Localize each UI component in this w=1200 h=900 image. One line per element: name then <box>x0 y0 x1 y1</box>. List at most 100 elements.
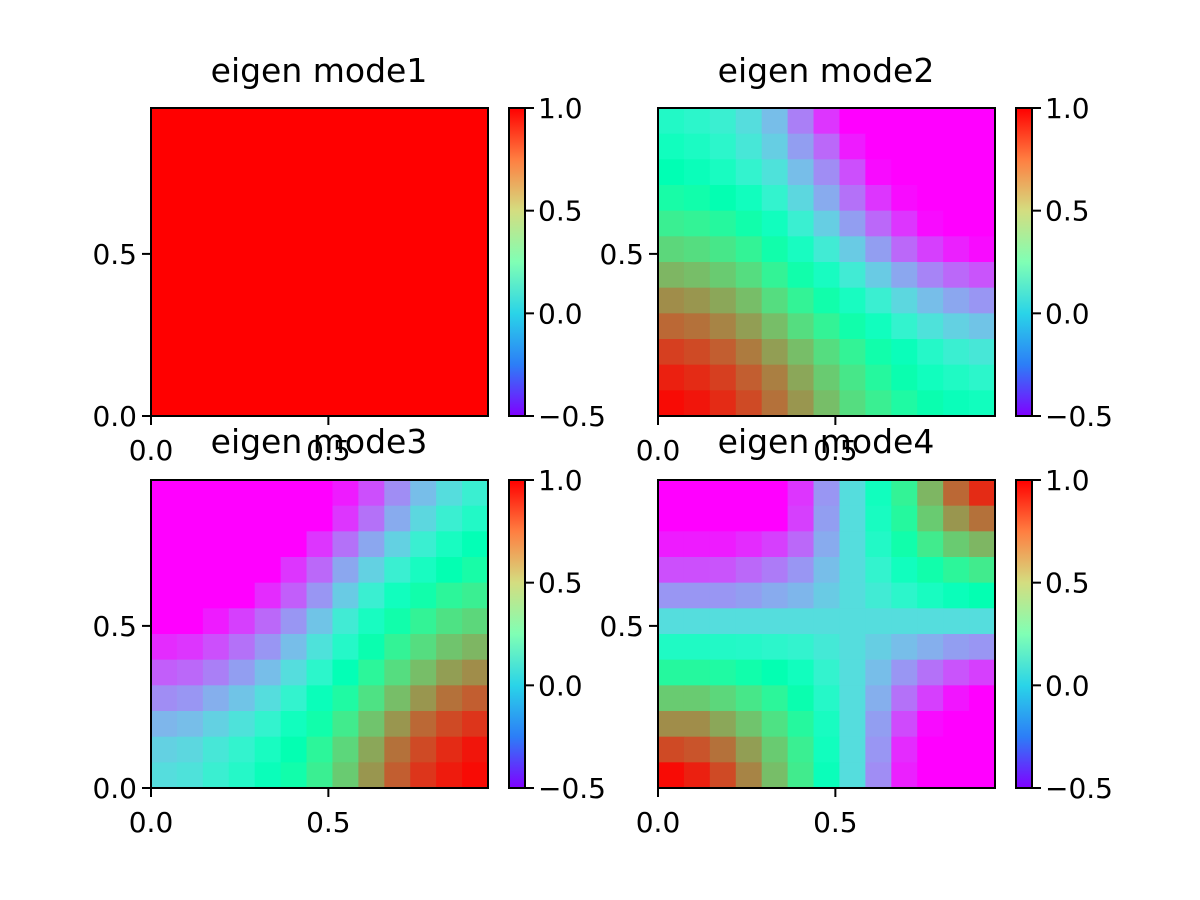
heatmap-cell <box>813 287 841 314</box>
heatmap-cell <box>658 313 685 340</box>
heatmap-cell <box>332 262 359 289</box>
heatmap-cell <box>839 685 866 712</box>
heatmap-cell <box>436 531 463 558</box>
heatmap-cell <box>384 557 411 584</box>
heatmap-cell <box>176 582 204 609</box>
heatmap-cell <box>943 762 970 789</box>
heatmap-cell <box>813 159 841 186</box>
heatmap-cell <box>683 736 711 763</box>
heatmap-cell <box>787 711 815 738</box>
heatmap-cell <box>839 133 866 160</box>
heatmap-cell <box>280 557 308 584</box>
heatmap-cell <box>384 634 411 661</box>
heatmap-cell <box>735 659 763 686</box>
heatmap-cell <box>683 262 711 289</box>
heatmap-cell <box>709 762 737 789</box>
heatmap-cell <box>969 390 996 417</box>
heatmap-cell <box>761 557 789 584</box>
heatmap-cell <box>969 582 996 609</box>
panel-mode3: eigen mode3 0.0 0.5 0.0 0.5 −0.5 0.0 0.5 1.0 <box>92 422 606 839</box>
heatmap-cell <box>280 313 308 340</box>
heatmap-cell <box>462 582 489 609</box>
heatmap-cell <box>683 159 711 186</box>
colorbar-tick-label: 1.0 <box>538 92 583 125</box>
heatmap-cell <box>202 185 230 212</box>
heatmap-cell <box>761 364 789 391</box>
heatmap-cell <box>332 762 359 789</box>
heatmap-cell <box>735 108 763 135</box>
heatmap-cell <box>787 505 815 532</box>
heatmap-cell <box>462 313 489 340</box>
heatmap-cell <box>254 339 282 366</box>
heatmap-cell <box>436 133 463 160</box>
heatmap-cell <box>280 685 308 712</box>
heatmap-cell <box>176 608 204 635</box>
y-tick-label: 0.5 <box>599 238 644 271</box>
heatmap-cell <box>735 480 763 507</box>
heatmap-cell <box>358 364 385 391</box>
heatmap-cell <box>228 505 256 532</box>
heatmap-cell <box>332 364 359 391</box>
heatmap-cell <box>969 185 996 212</box>
heatmap-cell <box>280 133 308 160</box>
heatmap-cell <box>917 236 944 263</box>
heatmap-cell <box>462 557 489 584</box>
heatmap-cell <box>436 634 463 661</box>
heatmap-cell <box>254 287 282 314</box>
heatmap-cell <box>917 582 944 609</box>
heatmap-cell <box>254 133 282 160</box>
heatmap-cell <box>969 659 996 686</box>
heatmap-cell <box>917 736 944 763</box>
heatmap-cell <box>865 364 892 391</box>
heatmap-cell <box>358 557 385 584</box>
heatmap-cell <box>176 505 204 532</box>
colorbar-tick-label: −0.5 <box>1045 772 1113 805</box>
heatmap-cell <box>436 108 463 135</box>
heatmap-cell <box>436 313 463 340</box>
heatmap-cell <box>436 659 463 686</box>
heatmap-cell <box>943 390 970 417</box>
heatmap-cell <box>358 185 385 212</box>
heatmap-cell <box>917 185 944 212</box>
heatmap-cell <box>202 711 230 738</box>
heatmap-cell <box>891 313 918 340</box>
heatmap-cell <box>151 159 178 186</box>
heatmap-cell <box>813 262 841 289</box>
heatmap-cell <box>658 531 685 558</box>
heatmap-cell <box>969 287 996 314</box>
heatmap-cell <box>306 634 334 661</box>
heatmap-cell <box>969 210 996 237</box>
heatmap-cell <box>176 108 204 135</box>
heatmap-cell <box>280 505 308 532</box>
heatmap-cell <box>384 608 411 635</box>
heatmap-cell <box>280 711 308 738</box>
heatmap-cell <box>658 262 685 289</box>
heatmap-cell <box>813 133 841 160</box>
heatmap-cell <box>787 339 815 366</box>
heatmap-cell <box>761 608 789 635</box>
heatmap-cell <box>410 339 437 366</box>
heatmap-cell <box>891 505 918 532</box>
heatmap-cell <box>332 685 359 712</box>
heatmap-cell <box>813 608 841 635</box>
heatmap-cell <box>176 262 204 289</box>
heatmap-cell <box>839 608 866 635</box>
heatmap-cell <box>306 505 334 532</box>
heatmap-cell <box>839 185 866 212</box>
heatmap-cell <box>709 736 737 763</box>
heatmap-cell <box>151 711 178 738</box>
heatmap-cell <box>462 185 489 212</box>
heatmap-cell <box>358 313 385 340</box>
heatmap-cell <box>384 108 411 135</box>
heatmap-cell <box>202 608 230 635</box>
heatmap-cell <box>280 531 308 558</box>
heatmap-cell <box>254 108 282 135</box>
heatmap-cell <box>151 185 178 212</box>
heatmap-cell <box>969 505 996 532</box>
heatmap-cell <box>410 762 437 789</box>
heatmap-cell <box>306 339 334 366</box>
heatmap-cell <box>332 159 359 186</box>
heatmap-cell <box>658 762 685 789</box>
heatmap-cell <box>280 287 308 314</box>
